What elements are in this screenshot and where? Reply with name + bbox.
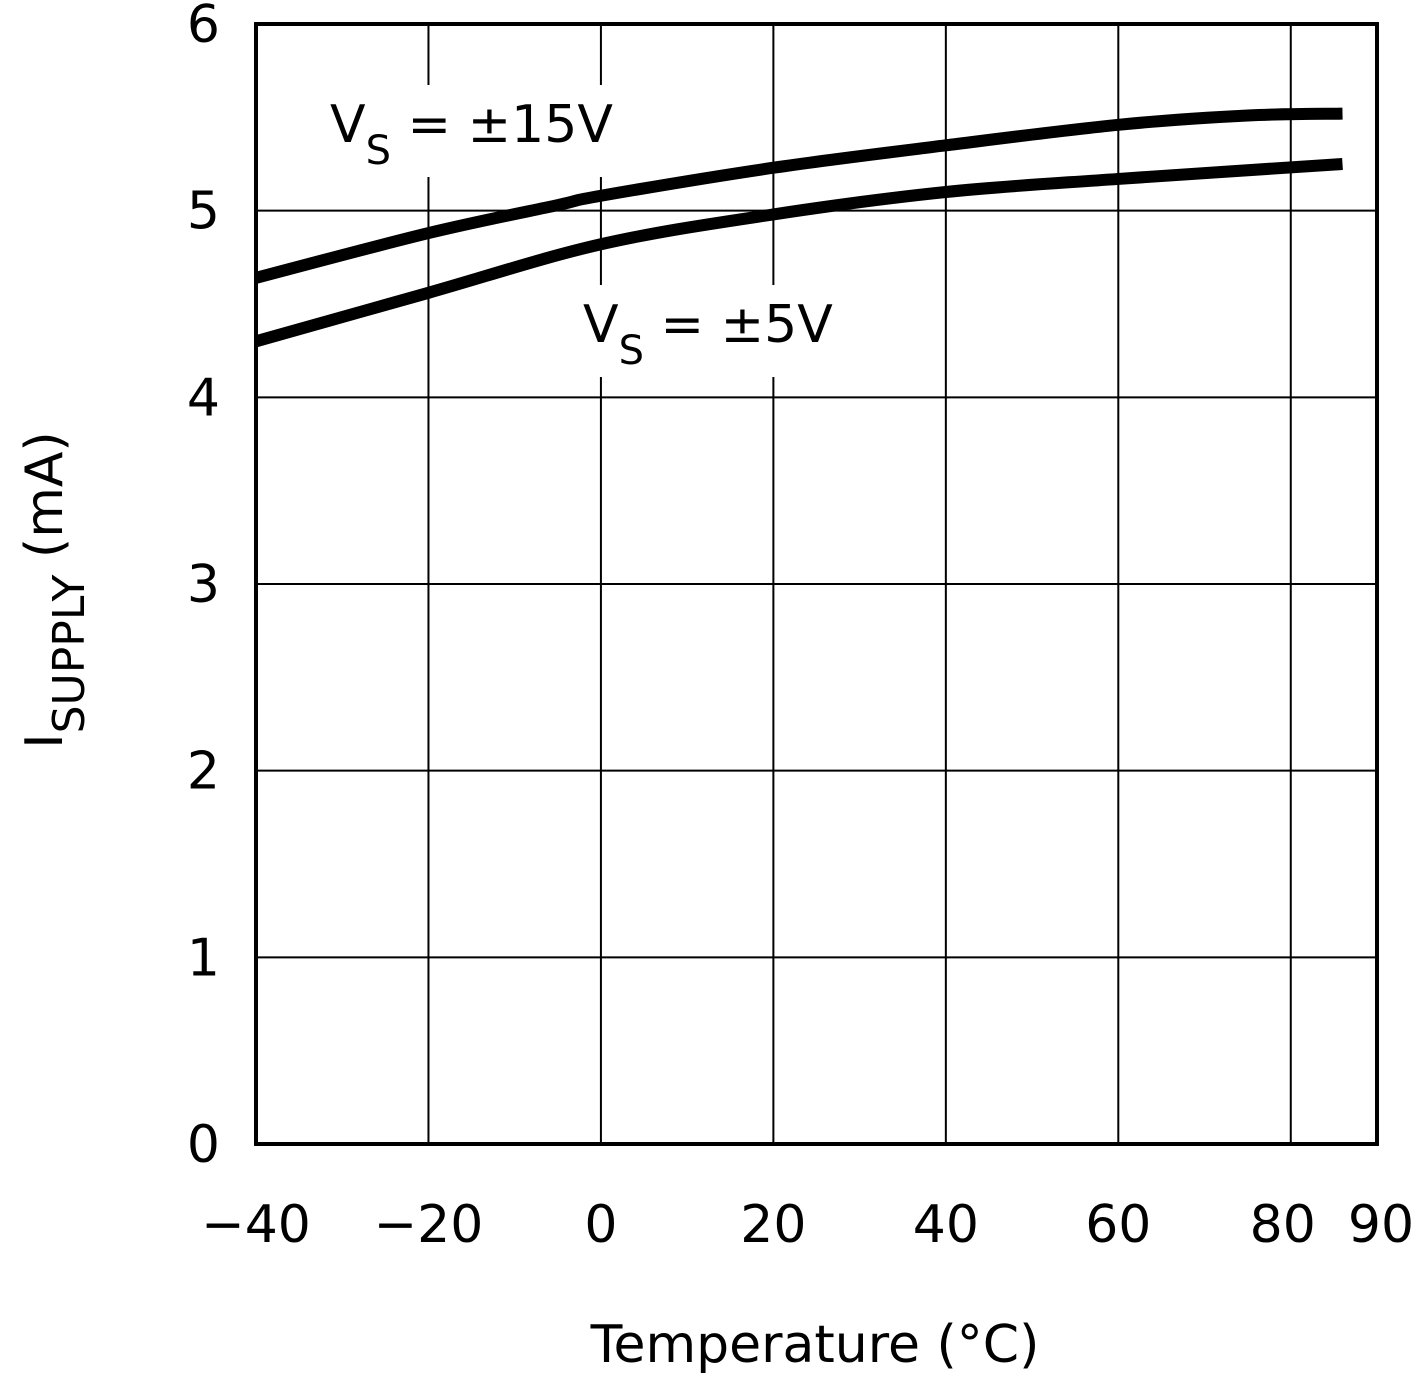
series-labels: VS = ±15V VS = ±5V — [322, 85, 885, 377]
x-tick-label: 90 — [1348, 1195, 1414, 1255]
x-tick-label: 40 — [913, 1195, 979, 1255]
y-tick-label: 3 — [187, 555, 220, 615]
series-line-1 — [254, 158, 1343, 348]
x-tick-label: 60 — [1085, 1195, 1151, 1255]
y-axis-label: ISUPPLY (mA) — [15, 431, 95, 748]
y-tick-label: 4 — [187, 368, 220, 428]
x-tick-label: 20 — [740, 1195, 806, 1255]
y-tick-label: 0 — [187, 1115, 220, 1175]
y-tick-label: 5 — [187, 182, 220, 242]
y-tick-labels: 0 1 2 3 4 5 6 — [187, 0, 220, 1175]
x-tick-label: −20 — [374, 1195, 484, 1255]
y-tick-label: 6 — [187, 0, 220, 55]
grid — [256, 24, 1377, 1144]
y-tick-label: 1 — [187, 928, 220, 988]
x-tick-label: −40 — [201, 1195, 311, 1255]
series-label-5v: VS = ±5V — [583, 295, 833, 374]
series-label-15v: VS = ±15V — [330, 95, 613, 174]
x-tick-label: 0 — [584, 1195, 617, 1255]
series-line-0 — [254, 107, 1343, 284]
x-axis-label: Temperature (°C) — [590, 1315, 1040, 1375]
x-tick-label: 80 — [1250, 1195, 1316, 1255]
x-tick-labels: −40 −20 0 20 40 60 80 90 — [201, 1195, 1414, 1255]
plot-frame — [254, 22, 1379, 1146]
series-lines — [254, 107, 1343, 348]
y-tick-label: 2 — [187, 742, 220, 802]
